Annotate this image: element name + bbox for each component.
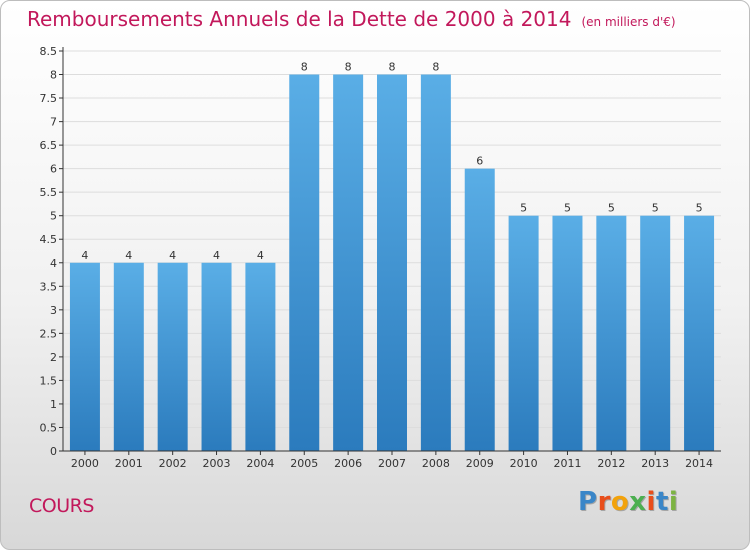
y-tick-label: 8 <box>50 69 57 82</box>
x-tick-label: 2004 <box>246 457 274 470</box>
data-label: 5 <box>696 202 703 215</box>
labels: 0 0.5 1 1.5 2 2.5 3 3.5 4 4.5 5 5.5 6 6.5 7 7.5 8 8.5 4 200… <box>40 45 714 470</box>
data-label: 5 <box>608 202 615 215</box>
data-label: 8 <box>345 61 352 74</box>
bar <box>245 262 276 451</box>
logo-letter: o <box>610 487 630 517</box>
logo-letter: P <box>578 487 598 517</box>
x-tick-label: 2002 <box>159 457 187 470</box>
bar <box>684 215 715 451</box>
bar <box>596 215 627 451</box>
data-label: 4 <box>213 249 220 262</box>
data-label: 4 <box>169 249 176 262</box>
x-tick-label: 2008 <box>422 457 450 470</box>
bar <box>420 74 451 451</box>
bar <box>464 168 495 451</box>
logo-letter: i <box>646 487 656 517</box>
bar <box>69 262 100 451</box>
y-tick-label: 7.5 <box>40 92 58 105</box>
city-name: COURS <box>29 495 94 517</box>
logo-letter: i <box>668 487 679 517</box>
x-tick-label: 2011 <box>553 457 581 470</box>
data-label: 4 <box>125 249 132 262</box>
data-label: 5 <box>520 202 527 215</box>
x-tick-label: 2014 <box>685 457 713 470</box>
y-tick-label: 1 <box>50 398 57 411</box>
data-label: 8 <box>389 61 396 74</box>
logo-letter: t <box>655 487 669 517</box>
chart-header: Remboursements Annuels de la Dette de 20… <box>27 7 676 31</box>
bar <box>201 262 232 451</box>
proxiti-logo: Proxiti <box>578 487 678 517</box>
logo-letter: x <box>629 487 647 517</box>
x-tick-label: 2013 <box>641 457 669 470</box>
bar <box>377 74 407 451</box>
data-label: 5 <box>564 202 571 215</box>
y-tick-label: 5.5 <box>40 186 58 199</box>
bar <box>508 215 539 451</box>
y-tick-label: 6.5 <box>40 139 58 152</box>
bar <box>552 215 583 451</box>
chart-unit: (en milliers d'€) <box>581 15 676 29</box>
x-tick-label: 2001 <box>115 457 143 470</box>
y-tick-label: 4.5 <box>40 233 58 246</box>
y-tick-label: 4 <box>50 257 57 270</box>
data-label: 4 <box>81 249 88 262</box>
bar <box>640 215 671 451</box>
data-label: 8 <box>432 61 439 74</box>
y-tick-label: 6 <box>50 163 57 176</box>
x-tick-label: 2012 <box>597 457 625 470</box>
bar <box>113 262 144 451</box>
bar <box>289 74 320 451</box>
x-tick-label: 2009 <box>466 457 494 470</box>
chart-title: Remboursements Annuels de la Dette de 20… <box>27 7 572 31</box>
x-tick-label: 2003 <box>203 457 231 470</box>
x-tick-label: 2010 <box>510 457 538 470</box>
x-tick-label: 2006 <box>334 457 362 470</box>
y-tick-label: 1.5 <box>40 374 58 387</box>
x-tick-label: 2007 <box>378 457 406 470</box>
data-label: 5 <box>652 202 659 215</box>
y-tick-label: 0.5 <box>40 421 58 434</box>
x-tick-label: 2005 <box>290 457 318 470</box>
data-label: 6 <box>476 155 483 168</box>
bar <box>333 74 364 451</box>
logo-letter: r <box>597 487 611 517</box>
data-label: 4 <box>257 249 264 262</box>
y-tick-label: 7 <box>50 116 57 129</box>
y-tick-label: 0 <box>50 445 57 458</box>
bars <box>69 74 715 451</box>
y-tick-label: 3 <box>50 304 57 317</box>
axes <box>59 47 721 455</box>
y-tick-label: 3.5 <box>40 280 58 293</box>
data-label: 8 <box>301 61 308 74</box>
y-tick-label: 8.5 <box>40 45 58 58</box>
y-tick-label: 2 <box>50 351 57 364</box>
bar <box>157 262 188 451</box>
x-tick-label: 2000 <box>71 457 99 470</box>
y-tick-label: 5 <box>50 210 57 223</box>
y-tick-label: 2.5 <box>40 327 58 340</box>
